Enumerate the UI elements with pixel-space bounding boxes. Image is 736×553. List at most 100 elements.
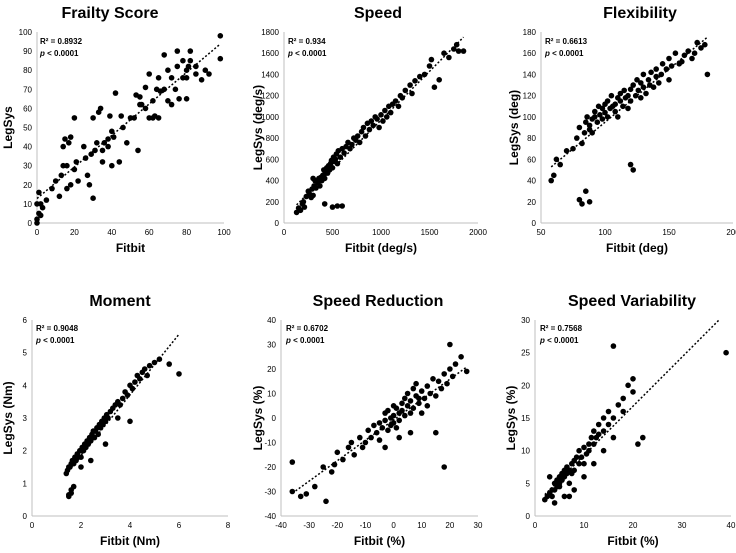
data-point — [605, 421, 612, 428]
data-point — [416, 395, 422, 402]
data-point — [165, 67, 171, 73]
data-point — [452, 361, 459, 367]
data-point — [339, 203, 346, 209]
data-point — [90, 195, 96, 201]
data-point — [441, 371, 448, 377]
data-point — [433, 429, 439, 436]
data-point — [317, 183, 323, 189]
data-point — [105, 143, 111, 150]
data-point — [551, 500, 558, 506]
data-point — [410, 385, 417, 392]
y-tick-label: 180 — [523, 28, 537, 37]
data-point — [120, 124, 126, 131]
y-tick-label: 800 — [266, 134, 280, 143]
data-point — [392, 98, 399, 104]
data-point — [597, 112, 603, 118]
data-point — [137, 94, 143, 100]
data-point — [421, 71, 428, 78]
data-point — [576, 447, 582, 454]
y-tick-label: 120 — [523, 92, 537, 101]
panel-title: Speed Reduction — [313, 293, 444, 310]
y-tick-label: 1 — [23, 479, 28, 488]
data-point — [625, 105, 631, 112]
data-point — [64, 162, 70, 169]
p-symbol: p — [287, 49, 293, 58]
x-tick-label: 40 — [107, 228, 116, 237]
data-point — [666, 77, 672, 83]
data-point — [413, 380, 419, 387]
data-point — [320, 464, 327, 470]
data-point — [168, 101, 175, 108]
data-point — [595, 431, 602, 438]
data-point — [71, 166, 78, 173]
data-point — [301, 204, 308, 210]
data-point — [357, 434, 363, 441]
y-tick-label: 100 — [19, 28, 33, 37]
panel-1: Speed 0 200 400 600 800 1000 1200 1400 1600 1800 0 5… — [251, 5, 487, 255]
data-point — [576, 196, 583, 203]
data-point — [681, 52, 688, 59]
data-point — [561, 493, 568, 500]
data-point — [300, 199, 307, 205]
data-point — [155, 115, 162, 121]
p-value: < 0.0001 — [291, 336, 325, 345]
y-tick-label: 5 — [23, 349, 28, 358]
p-value-label: p < 0.0001 — [544, 49, 584, 58]
y-axis-label: LegSys (deg/s) — [251, 85, 265, 170]
data-point — [410, 405, 417, 412]
data-point — [600, 428, 607, 434]
data-point — [60, 143, 66, 150]
panel-5: Speed Variability 0 5 10 15 20 25 30 0 10 20 30 40 Fi… — [504, 293, 736, 548]
data-point — [67, 182, 74, 188]
data-point — [217, 33, 224, 39]
trendline — [65, 333, 180, 474]
data-point — [672, 50, 679, 56]
data-point — [608, 92, 615, 99]
data-point — [402, 87, 409, 94]
data-point — [360, 124, 367, 131]
y-tick-label: 400 — [266, 177, 280, 186]
data-point — [625, 92, 631, 99]
y-axis-label: LegSys (Nm) — [1, 381, 15, 454]
data-point — [586, 441, 592, 447]
p-symbol: p — [35, 336, 41, 345]
data-point — [396, 417, 403, 424]
data-point — [187, 57, 194, 64]
x-tick-label: 200 — [726, 228, 736, 237]
data-point — [132, 379, 138, 385]
data-point — [289, 488, 296, 495]
data-point — [581, 130, 588, 136]
x-tick-label: 0 — [282, 228, 287, 237]
data-point — [90, 115, 96, 121]
x-tick-label: 50 — [537, 228, 546, 237]
data-point — [43, 197, 50, 203]
p-symbol: p — [285, 336, 291, 345]
data-point — [407, 410, 414, 416]
data-point — [407, 82, 413, 88]
y-tick-label: 4 — [23, 381, 28, 390]
data-point — [193, 63, 199, 70]
data-point — [193, 71, 199, 77]
data-point — [447, 341, 453, 348]
x-tick-label: 20 — [445, 521, 454, 530]
data-point — [78, 464, 84, 470]
y-tick-label: 40 — [267, 316, 276, 325]
data-point — [137, 376, 143, 382]
data-point — [579, 140, 585, 147]
data-point — [591, 441, 597, 447]
panel-2: Flexibility 0 20 40 60 80 100 120 140 160 180 50 100… — [507, 5, 736, 255]
data-point — [135, 147, 141, 154]
y-tick-label: 600 — [266, 155, 280, 164]
data-point — [615, 402, 622, 408]
x-tick-label: 20 — [70, 228, 79, 237]
data-point — [409, 90, 415, 97]
data-point — [332, 156, 339, 163]
p-symbol: p — [544, 49, 550, 58]
data-point — [591, 460, 597, 467]
data-point — [648, 69, 654, 76]
data-point — [88, 151, 94, 157]
data-point — [620, 408, 626, 415]
data-point — [183, 96, 190, 102]
data-point — [441, 50, 447, 56]
data-point — [66, 140, 72, 146]
